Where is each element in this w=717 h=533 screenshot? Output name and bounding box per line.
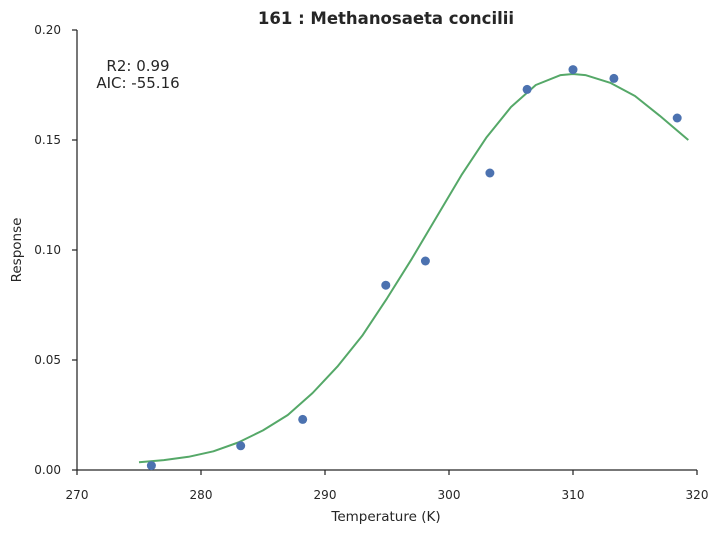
data-point xyxy=(568,65,578,75)
data-point xyxy=(609,73,619,83)
x-tick-label: 290 xyxy=(314,488,337,502)
x-axis-label: Temperature (K) xyxy=(330,509,440,525)
fit-curve xyxy=(138,73,689,464)
y-tick-label: 0.10 xyxy=(34,243,61,257)
data-point xyxy=(672,113,682,123)
y-axis-ticks: 0.00 0.05 0.10 0.15 0.20 xyxy=(34,23,77,477)
y-axis-label: Response xyxy=(9,218,25,283)
data-point xyxy=(236,441,246,451)
data-point xyxy=(420,256,430,266)
x-tick-label: 270 xyxy=(66,488,89,502)
data-point xyxy=(522,84,532,94)
x-tick-label: 310 xyxy=(562,488,585,502)
x-axis-ticks: 270 280 290 300 310 320 xyxy=(66,470,709,502)
x-tick-label: 280 xyxy=(190,488,213,502)
y-tick-label: 0.05 xyxy=(34,353,61,367)
data-points xyxy=(146,65,682,471)
fit-line-layer xyxy=(138,73,689,464)
r2-annotation: R2: 0.99 xyxy=(106,57,169,75)
y-tick-label: 0.00 xyxy=(34,463,61,477)
data-point xyxy=(146,461,156,471)
chart-title: 161 : Methanosaeta concilii xyxy=(258,9,514,28)
x-tick-label: 320 xyxy=(686,488,709,502)
data-point xyxy=(298,414,308,424)
data-point xyxy=(381,280,391,290)
x-tick-label: 300 xyxy=(438,488,461,502)
aic-annotation: AIC: -55.16 xyxy=(96,74,179,92)
axes xyxy=(76,30,697,471)
data-point xyxy=(485,168,495,178)
y-tick-label: 0.20 xyxy=(34,23,61,37)
y-tick-label: 0.15 xyxy=(34,133,61,147)
